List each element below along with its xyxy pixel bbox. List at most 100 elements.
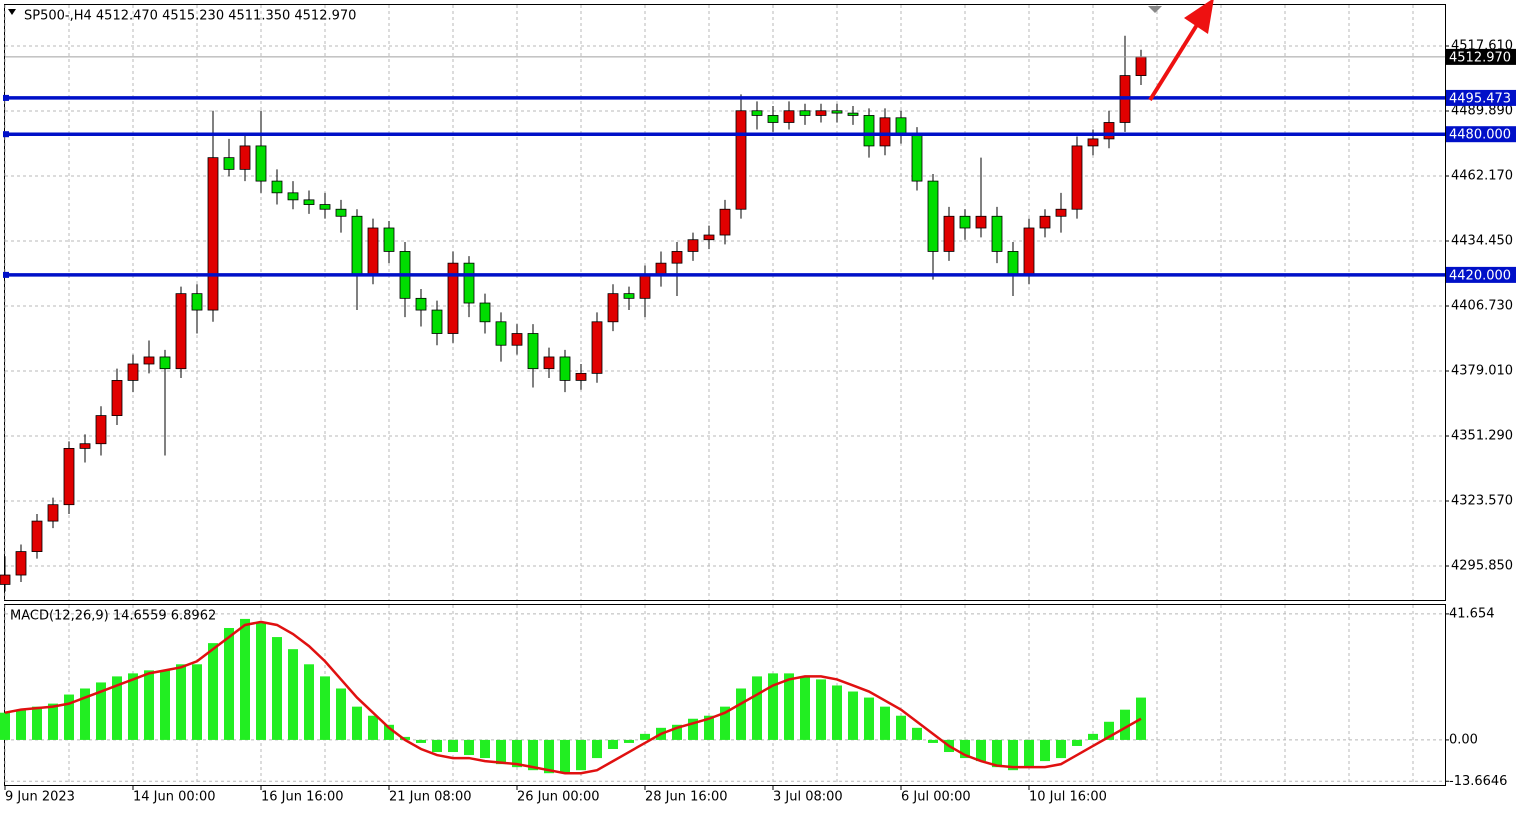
y-tick-label: 4323.570 [1451,494,1513,509]
price-label-box [1446,48,1516,65]
macd-bar [144,670,154,740]
price-label: 4512.970 [1449,50,1511,65]
candle-body [15,551,27,576]
macd-bar [368,715,378,740]
macd-bar [384,724,394,740]
level-label-box [1446,266,1516,283]
macd-bar [192,664,202,740]
macd-bar [1104,721,1114,740]
macd-bar [816,679,826,740]
level-label-box [1446,126,1516,143]
shift-marker [1148,6,1162,13]
candle-body [639,274,651,299]
candle-body [623,293,635,299]
macd-bar [704,715,714,740]
macd-bar [528,739,538,771]
candle-body [927,180,939,252]
candle-body [959,215,971,229]
macd-bar [1024,739,1034,768]
candle-body [335,208,347,217]
macd-bar [240,618,250,740]
macd-bar [1056,739,1066,759]
candle-body [607,293,619,323]
x-tick-label: 9 Jun 2023 [5,790,75,805]
candle-body [1135,56,1147,76]
macd-bar [16,709,26,740]
candle-body [239,145,251,170]
macd-bar [208,643,218,740]
candle-body [495,321,507,346]
y-tick-label: 4295.850 [1451,559,1513,574]
candle-body [527,333,539,370]
level-handle [3,131,9,138]
x-tick-label: 21 Jun 08:00 [389,790,472,805]
level-label: 4420.000 [1449,268,1511,283]
macd-bar [64,694,74,740]
candle-body [847,112,859,116]
macd-bar [416,739,426,743]
candle-body [191,293,203,311]
macd-bar [1008,739,1018,771]
candle-body [1039,215,1051,229]
candle-body [655,262,667,276]
overlays: 9 Jun 2023 14 Jun 00:00 16 Jun 16:00 21 Jun… [3,39,1516,805]
candle-body [895,117,907,135]
candle-body [143,356,155,365]
candle-body [751,110,763,116]
candle-body [175,293,187,370]
macd-bar [352,706,362,740]
macd-bar [672,724,682,740]
macd-bar [288,649,298,740]
macd-bar [928,739,938,743]
candle-body [0,574,11,585]
candle-body [671,251,683,264]
macd-bar [688,718,698,740]
macd-bar [624,739,634,743]
level-label-box [1446,89,1516,106]
candle-body [559,356,571,381]
macd-bar [272,637,282,740]
macd-bar [0,712,10,740]
macd-bar [544,739,554,774]
candle-body [303,199,315,205]
candle-body [351,215,363,276]
level-handle [3,94,9,101]
candle-body [687,239,699,252]
candle-body [1055,208,1067,217]
macd-bar [576,739,586,771]
macd-bar [464,739,474,756]
macd-bar [48,703,58,740]
candle-body [479,302,491,323]
level-label: 4480.000 [1449,128,1511,143]
macd-bar [720,706,730,740]
macd-bar [880,706,890,740]
candle-body [1103,122,1115,140]
x-tick-label: 16 Jun 16:00 [261,790,344,805]
macd-bar [256,621,266,740]
candle-body [991,215,1003,252]
candle-body [511,333,523,346]
macd-bar [784,673,794,740]
candle-body [31,520,43,552]
candle-body [63,448,75,506]
macd-bar [560,739,570,774]
macd-bar [432,739,442,753]
macd-bar [608,739,618,749]
candle-body [575,372,587,381]
macd-bar [160,670,170,740]
menu-arrow[interactable] [8,9,16,15]
x-tick-label: 14 Jun 00:00 [133,790,216,805]
macd-bar [592,739,602,759]
macd-bar [80,688,90,740]
candle-body [223,157,235,170]
macd-bar [336,688,346,740]
candle-body [591,321,603,374]
candle-body [1087,138,1099,147]
macd-bar [752,676,762,740]
macd-bar [992,739,1002,768]
macd-bar [448,739,458,753]
price-panel [4,4,1446,601]
candle-body [415,297,427,311]
macd-bar [960,739,970,759]
x-tick-label: 26 Jun 00:00 [517,790,600,805]
